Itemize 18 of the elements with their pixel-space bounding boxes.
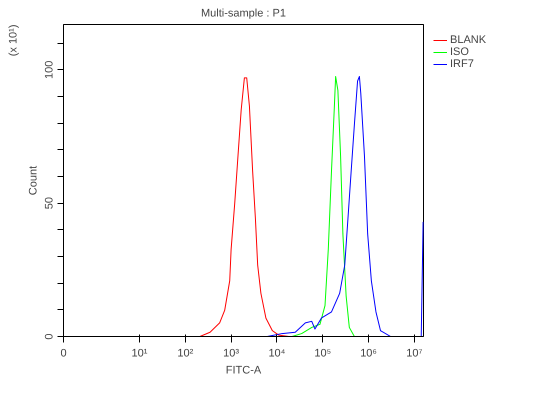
x-tick-label: 10⁴ [268,348,286,360]
legend-label: ISO [450,46,470,58]
x-tick-label: 10¹ [132,348,148,360]
x-tick-label: 10⁵ [314,348,332,360]
legend-label: IRF7 [450,58,474,70]
x-tick-label: 10⁶ [360,348,377,360]
legend-label: BLANK [450,34,486,46]
x-tick-label: 10⁷ [406,348,423,360]
y-tick-label: 100 [44,60,56,80]
x-tick-label: 10² [177,348,194,360]
x-tick-label: 0 [60,348,67,360]
y-tick-label: 50 [44,197,56,210]
x-tick-label: 10³ [223,348,240,360]
chart-title: Multi-sample : P1 [201,8,286,20]
x-axis-title: FITC-A [226,364,262,376]
y-tick-label: 0 [44,333,56,340]
text: (x 10¹) [8,24,20,56]
y-axis-title: Count [28,166,40,196]
